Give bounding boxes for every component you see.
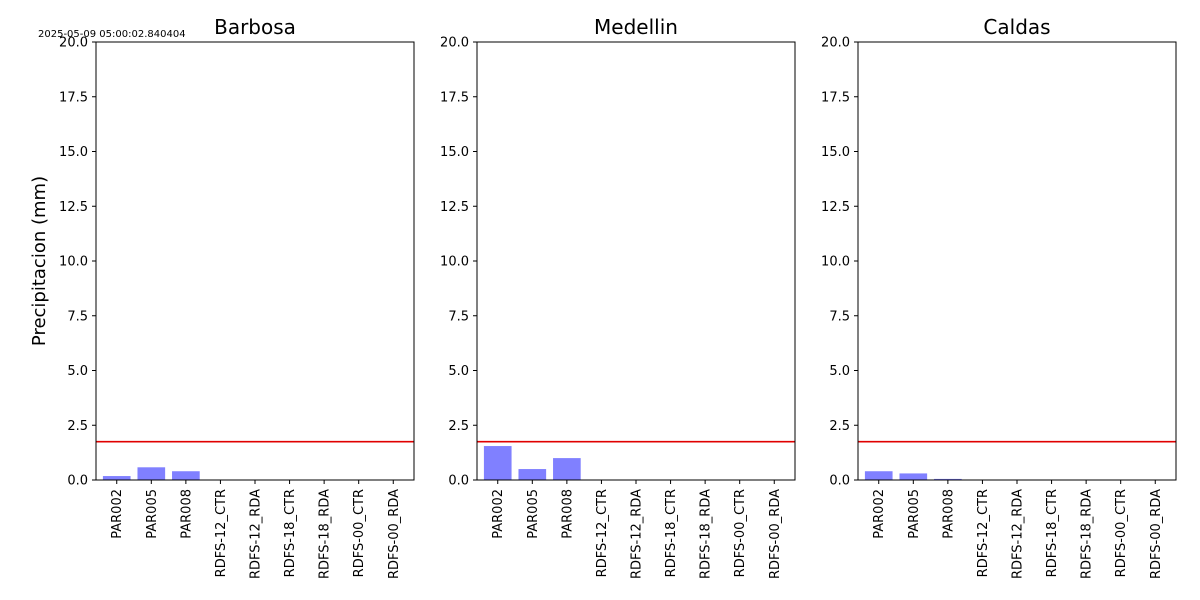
y-tick-label: 12.5 — [821, 200, 850, 215]
y-tick-label: 7.5 — [829, 309, 850, 324]
chart-panels: Barbosa 0.0 2.5 5.0 7.5 10.0 12.5 15.0 17.5 20.0 P… — [59, 15, 1177, 579]
y-tick-label: 5.0 — [448, 364, 469, 379]
y-tick-label: 10.0 — [821, 255, 850, 270]
x-tick-label: RDFS-12_RDA — [1011, 489, 1026, 579]
y-tick-label: 5.0 — [829, 364, 850, 379]
chart-panel-medellin: Medellin 0.0 2.5 5.0 7.5 10.0 12.5 15.0 17.5 20.0… — [440, 15, 796, 579]
chart-panel-caldas: Caldas 0.0 2.5 5.0 7.5 10.0 12.5 15.0 17.5 20.0 PA… — [821, 15, 1177, 579]
y-tick-label: 10.0 — [59, 255, 88, 270]
x-tick-label: RDFS-00_RDA — [387, 489, 402, 579]
x-tick-label: PAR008 — [941, 489, 956, 539]
x-tick-label: PAR005 — [526, 489, 541, 539]
panel-title: Medellin — [594, 15, 678, 39]
x-tick-label: RDFS-18_CTR — [1045, 489, 1060, 577]
y-tick-label: 20.0 — [59, 36, 88, 51]
x-tick-label: PAR002 — [872, 489, 887, 539]
x-tick-label: PAR005 — [145, 489, 160, 539]
y-tick-label: 7.5 — [448, 309, 469, 324]
y-tick-label: 15.0 — [821, 145, 850, 160]
bar-par008 — [553, 458, 581, 480]
y-tick-label: 20.0 — [821, 36, 850, 51]
panel-title: Caldas — [983, 15, 1050, 39]
bar-par002 — [102, 476, 131, 480]
y-tick-label: 10.0 — [440, 255, 469, 270]
chart-panel-barbosa: Barbosa 0.0 2.5 5.0 7.5 10.0 12.5 15.0 17.5 20.0 P… — [59, 15, 415, 579]
bar-par005 — [518, 469, 547, 480]
y-tick-label: 7.5 — [67, 309, 88, 324]
panel-title: Barbosa — [214, 15, 296, 39]
bar-par002 — [864, 471, 893, 480]
x-tick-label: PAR008 — [179, 489, 194, 539]
plot-frame — [476, 41, 796, 481]
plot-frame — [857, 41, 1177, 481]
y-tick-label: 17.5 — [440, 90, 469, 105]
x-tick-label: PAR008 — [560, 489, 575, 539]
timestamp-label: 2025-05-09 05:00:02.840404 — [38, 29, 186, 40]
x-tick-label: RDFS-18_CTR — [283, 489, 298, 577]
x-tick-label: RDFS-00_CTR — [1114, 489, 1129, 577]
y-tick-label: 0.0 — [67, 474, 88, 489]
bar-par008 — [934, 478, 962, 480]
y-tick-label: 17.5 — [821, 90, 850, 105]
bar-par002 — [483, 446, 512, 480]
y-tick-label: 12.5 — [59, 200, 88, 215]
x-tick-label: RDFS-12_CTR — [976, 489, 991, 577]
x-tick-label: RDFS-12_RDA — [249, 489, 264, 579]
x-tick-label: RDFS-00_RDA — [768, 489, 783, 579]
y-tick-label: 0.0 — [448, 474, 469, 489]
y-tick-label: 15.0 — [440, 145, 469, 160]
x-tick-label: RDFS-12_RDA — [630, 489, 645, 579]
y-tick-label: 15.0 — [59, 145, 88, 160]
bar-par005 — [899, 473, 928, 480]
y-tick-label: 5.0 — [67, 364, 88, 379]
y-tick-label: 2.5 — [67, 419, 88, 434]
y-axis-label: Precipitacion (mm) — [29, 176, 50, 346]
x-tick-label: RDFS-00_CTR — [733, 489, 748, 577]
x-tick-label: PAR002 — [491, 489, 506, 539]
y-tick-label: 2.5 — [829, 419, 850, 434]
x-tick-label: RDFS-18_RDA — [699, 489, 714, 579]
x-tick-label: RDFS-18_RDA — [318, 489, 333, 579]
y-tick-label: 12.5 — [440, 200, 469, 215]
x-tick-label: RDFS-12_CTR — [214, 489, 229, 577]
plot-frame — [95, 41, 415, 481]
x-tick-label: RDFS-18_RDA — [1080, 489, 1095, 579]
bar-par005 — [137, 467, 166, 480]
x-tick-label: RDFS-00_RDA — [1149, 489, 1164, 579]
x-tick-label: PAR005 — [907, 489, 922, 539]
y-tick-label: 20.0 — [440, 36, 469, 51]
y-tick-label: 2.5 — [448, 419, 469, 434]
x-tick-label: RDFS-18_CTR — [664, 489, 679, 577]
x-tick-label: PAR002 — [110, 489, 125, 539]
x-tick-label: RDFS-00_CTR — [352, 489, 367, 577]
x-tick-label: RDFS-12_CTR — [595, 489, 610, 577]
bar-par008 — [172, 471, 200, 480]
y-tick-label: 0.0 — [829, 474, 850, 489]
y-tick-label: 17.5 — [59, 90, 88, 105]
